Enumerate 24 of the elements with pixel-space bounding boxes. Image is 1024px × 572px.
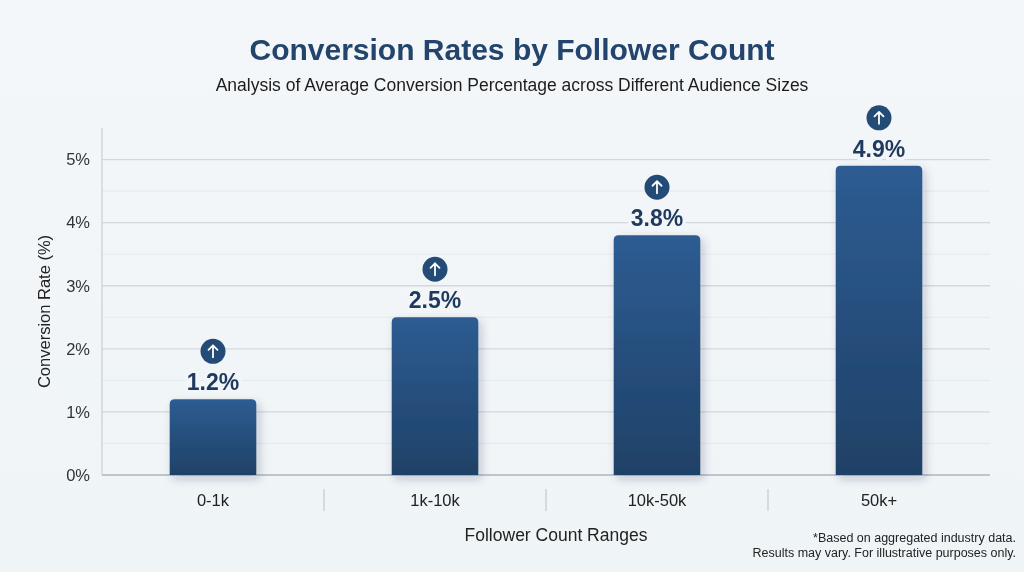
data-label: 2.5% (408, 287, 462, 314)
y-tick-label: 0% (66, 465, 91, 484)
x-tick-label: 1k-10k (410, 491, 461, 509)
text: *Based on aggregated industry data. (813, 531, 1016, 545)
bar (835, 165, 923, 475)
x-tick-label: 50k+ (860, 491, 898, 509)
data-label: 1.2% (186, 369, 240, 396)
bar (169, 399, 257, 475)
y-tick-label: 2% (66, 339, 91, 358)
data-label: 4.9% (852, 135, 906, 162)
x-axis-title: Follower Count Ranges (464, 525, 648, 545)
x-tick-label: 0-1k (196, 491, 230, 509)
y-tick-label: 4% (66, 213, 91, 232)
chart-subtitle: Analysis of Average Conversion Percentage across Different Audience Sizes (215, 75, 809, 95)
y-tick-label: 1% (66, 402, 91, 421)
y-tick-label: 5% (66, 150, 91, 169)
y-tick-label: 3% (66, 276, 91, 295)
text: Results may vary. For illustrative purposes only. (752, 545, 1016, 560)
data-label: 3.8% (630, 205, 684, 232)
bar (391, 317, 479, 475)
bar (613, 235, 701, 475)
x-tick-label: 10k-50k (627, 491, 688, 509)
chart-title: Conversion Rates by Follower Count (249, 33, 775, 66)
y-axis-title: Conversion Rate (%) (35, 234, 53, 389)
